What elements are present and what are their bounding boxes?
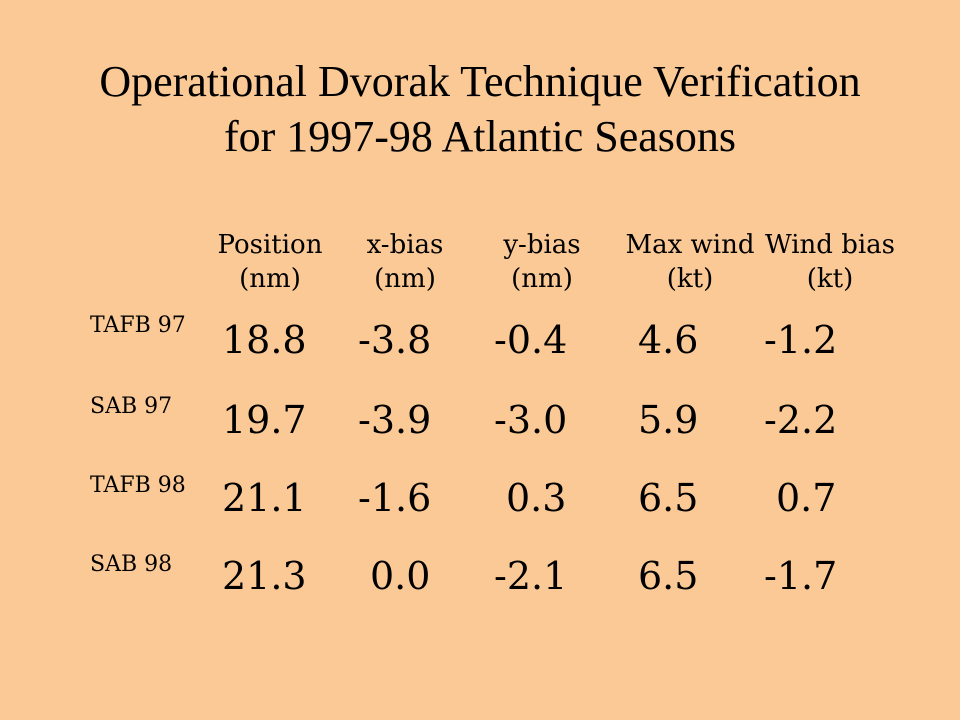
slide-title: Operational Dvorak Technique Verificatio… xyxy=(0,54,960,164)
cell-position: 19.7 xyxy=(222,398,307,442)
cell-wind-bias: -2.2 xyxy=(764,398,838,442)
cell-max-wind: 6.5 xyxy=(638,554,699,598)
cell-y-bias: 0.3 xyxy=(506,476,567,520)
cell-x-bias: -1.6 xyxy=(358,476,432,520)
column-header-x-bias: x-bias (nm) xyxy=(345,228,465,296)
cell-max-wind: 6.5 xyxy=(638,476,699,520)
cell-y-bias: -2.1 xyxy=(494,554,568,598)
column-header-name: x-bias xyxy=(366,230,444,260)
cell-y-bias: -3.0 xyxy=(494,398,568,442)
slide-title-line-2: for 1997-98 Atlantic Seasons xyxy=(223,112,737,161)
column-header-unit: (kt) xyxy=(806,264,854,294)
column-header-unit: (nm) xyxy=(239,264,301,294)
row-label-sab-98: SAB 98 xyxy=(90,552,173,577)
cell-x-bias: -3.9 xyxy=(358,398,432,442)
cell-max-wind: 5.9 xyxy=(638,398,699,442)
column-header-name: y-bias xyxy=(503,230,581,260)
column-header-wind-bias: Wind bias (kt) xyxy=(760,228,900,296)
column-header-name: Max wind xyxy=(625,230,755,260)
column-header-max-wind: Max wind (kt) xyxy=(620,228,760,296)
column-header-name: Wind bias xyxy=(764,230,896,260)
cell-position: 21.3 xyxy=(222,554,307,598)
row-label-sab-97: SAB 97 xyxy=(90,394,173,419)
cell-x-bias: 0.0 xyxy=(370,554,431,598)
column-header-unit: (nm) xyxy=(374,264,436,294)
cell-wind-bias: -1.7 xyxy=(764,554,838,598)
slide-title-line-1: Operational Dvorak Technique Verificatio… xyxy=(99,57,861,106)
cell-y-bias: -0.4 xyxy=(494,318,568,362)
cell-wind-bias: -1.2 xyxy=(764,318,838,362)
cell-position: 18.8 xyxy=(222,318,307,362)
row-label-tafb-97: TAFB 97 xyxy=(90,313,186,338)
cell-max-wind: 4.6 xyxy=(638,318,699,362)
cell-wind-bias: 0.7 xyxy=(776,476,837,520)
column-header-unit: (nm) xyxy=(511,264,573,294)
cell-position: 21.1 xyxy=(222,476,307,520)
cell-x-bias: -3.8 xyxy=(358,318,432,362)
column-header-unit: (kt) xyxy=(666,264,714,294)
column-header-name: Position xyxy=(217,230,323,260)
column-header-y-bias: y-bias (nm) xyxy=(482,228,602,296)
column-header-position: Position (nm) xyxy=(210,228,330,296)
row-label-tafb-98: TAFB 98 xyxy=(90,473,186,498)
